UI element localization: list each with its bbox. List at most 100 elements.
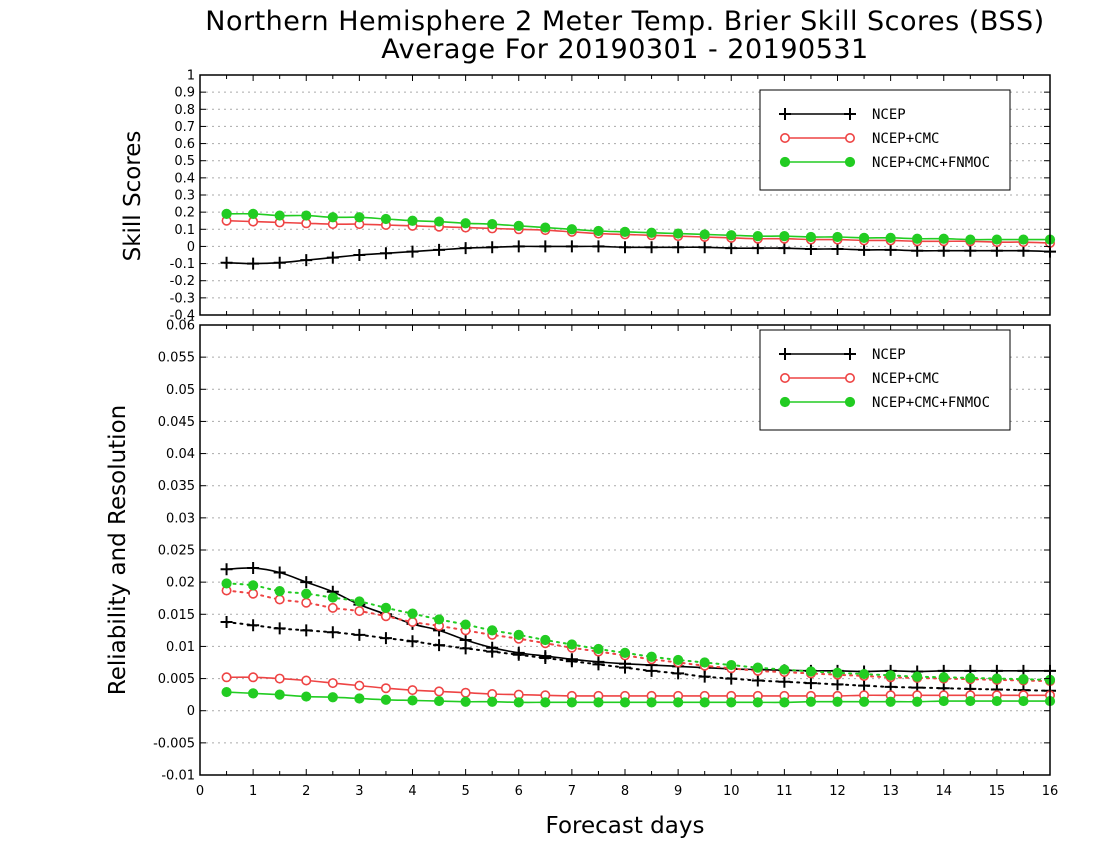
bottom-legend-swatch-marker	[779, 348, 791, 360]
bottom-ncep-cmc-fnmoc-point	[407, 695, 418, 706]
bottom-ncep-point	[220, 563, 233, 576]
top-y-tick-label: 1	[187, 69, 195, 84]
bottom-ncep-cmc-fnmoc-point	[380, 602, 392, 613]
top-ncep-point	[725, 242, 738, 255]
top-legend-label: NCEP+CMC+FNMOC	[872, 155, 990, 171]
bottom-legend-swatch-marker	[779, 372, 790, 383]
top-ncep-cmc-fnmoc-point	[1018, 234, 1029, 245]
top-ncep-cmc-fnmoc-point	[673, 228, 684, 239]
bottom-ncep-cmc-fnmoc-point	[885, 696, 896, 707]
top-ncep-point	[220, 256, 233, 269]
top-ncep-cmc-fnmoc-point	[646, 227, 657, 238]
top-y-tick-label: 0.7	[174, 120, 195, 135]
bottom-ncep-cmc-fnmoc-point	[779, 664, 790, 675]
top-ncep-point	[884, 243, 897, 256]
top-ncep-point	[937, 244, 950, 257]
bottom-ncep-cmc-fnmoc-point	[221, 578, 232, 589]
bottom-x-tick-label: 9	[674, 784, 682, 799]
bottom-ncep-cmc-fnmoc-point	[726, 659, 737, 671]
bottom-ncep-cmc-line	[226, 676, 1050, 697]
bottom-series-ncep-dotted	[220, 616, 1056, 697]
top-ncep-cmc-fnmoc-point	[805, 231, 817, 243]
bottom-ncep-cmc-point	[274, 673, 285, 684]
bottom-legend-swatch-marker	[844, 348, 856, 360]
bottom-ncep-cmc-fnmoc-point	[805, 696, 817, 707]
top-y-tick-label: -0.3	[170, 291, 195, 306]
bottom-ncep-point	[804, 677, 817, 690]
bottom-y-tick-label: 0.015	[158, 608, 195, 623]
bottom-y-tick-label: 0.01	[166, 640, 195, 655]
top-ncep-cmc-fnmoc-point	[327, 212, 338, 223]
top-series-ncep-cmc-fnmoc-solid	[221, 208, 1056, 245]
bottom-legend: NCEP NCEP+CMC NCEP+CMC+FNMOC	[759, 329, 1011, 431]
bottom-y-tick-label: -0.01	[161, 769, 195, 784]
top-y-axis-title: Skill Scores	[120, 131, 146, 262]
bottom-ncep-cmc-fnmoc-point	[858, 668, 870, 680]
top-ncep-cmc-fnmoc-point	[407, 215, 418, 226]
top-ncep-point	[645, 241, 658, 254]
bottom-ncep-cmc-point	[248, 588, 259, 599]
top-y-tick-label: -0.4	[170, 309, 195, 324]
bottom-ncep-point	[619, 661, 631, 674]
bottom-legend-label: NCEP	[872, 347, 906, 363]
bottom-ncep-cmc-fnmoc-point	[274, 689, 285, 700]
bottom-ncep-point	[353, 628, 366, 641]
bottom-ncep-cmc-fnmoc-point	[301, 588, 312, 599]
top-plot-frame	[199, 74, 1051, 316]
top-y-tick-label: 0.2	[174, 206, 195, 221]
bottom-ncep-point	[672, 667, 685, 680]
bottom-ncep-point	[273, 566, 286, 579]
bottom-ncep-cmc-fnmoc-point	[752, 697, 763, 708]
bottom-series-ncep-cmc-fnmoc-dotted	[221, 578, 1056, 685]
bottom-ncep-cmc-point	[407, 685, 418, 696]
bottom-ncep-cmc-point	[380, 683, 391, 694]
top-ncep-cmc-fnmoc-point	[354, 212, 365, 223]
bottom-ncep-point	[486, 645, 499, 658]
bottom-ncep-cmc-fnmoc-point	[965, 672, 976, 684]
bottom-ncep-cmc-fnmoc-point	[619, 647, 631, 658]
bottom-legend-box	[759, 329, 1011, 431]
top-legend-box	[759, 89, 1011, 191]
top-ncep-cmc-fnmoc-point	[912, 233, 923, 244]
bottom-ncep-point	[512, 648, 525, 661]
bottom-ncep-cmc-fnmoc-point	[1018, 674, 1029, 685]
bottom-ncep-point	[751, 674, 764, 687]
bottom-ncep-cmc-fnmoc-point	[301, 691, 312, 702]
bottom-x-tick-label: 1	[249, 784, 257, 799]
top-ncep-point	[778, 242, 791, 255]
top-legend-label: NCEP+CMC	[872, 131, 939, 147]
bottom-ncep-cmc-point	[354, 680, 365, 691]
bottom-x-tick-label: 11	[776, 784, 793, 799]
bottom-ncep-cmc-fnmoc-point	[487, 625, 498, 636]
bottom-x-tick-label: 13	[882, 784, 899, 799]
bottom-ncep-point	[300, 624, 313, 637]
top-ncep-point	[326, 251, 339, 264]
bottom-ncep-point	[459, 642, 472, 655]
bottom-ncep-point	[645, 664, 658, 677]
top-ncep-point	[406, 245, 419, 258]
top-ncep-point	[433, 243, 446, 256]
bottom-legend-label: NCEP+CMC+FNMOC	[872, 395, 990, 411]
top-ncep-point	[751, 242, 764, 255]
bottom-ncep-cmc-fnmoc-point	[805, 666, 817, 677]
top-y-tick-label: 0.1	[174, 223, 195, 238]
top-ncep-point	[911, 244, 924, 257]
bottom-y-tick-label: 0.04	[166, 447, 195, 462]
bottom-ncep-cmc-fnmoc-point	[433, 614, 445, 625]
top-ncep-cmc-fnmoc-point	[619, 226, 631, 237]
bottom-ncep-cmc-fnmoc-point	[726, 697, 737, 708]
bottom-ncep-cmc-fnmoc-point	[354, 693, 365, 704]
bottom-ncep-point	[858, 679, 871, 692]
bottom-y-axis-title: Reliability and Resolution	[105, 405, 131, 695]
bottom-x-tick-label: 12	[829, 784, 846, 799]
bottom-ncep-point	[247, 619, 260, 632]
top-y-tick-label: 0.5	[174, 154, 195, 169]
bottom-x-tick-label: 10	[723, 784, 740, 799]
bottom-ncep-cmc-fnmoc-point	[938, 695, 949, 707]
top-ncep-point	[592, 240, 605, 253]
bottom-ncep-cmc-fnmoc-point	[991, 695, 1002, 707]
top-ncep-cmc-fnmoc-line	[226, 212, 1051, 241]
top-ncep-cmc-fnmoc-point	[779, 231, 790, 242]
top-y-tick-label: 0.9	[174, 86, 195, 101]
